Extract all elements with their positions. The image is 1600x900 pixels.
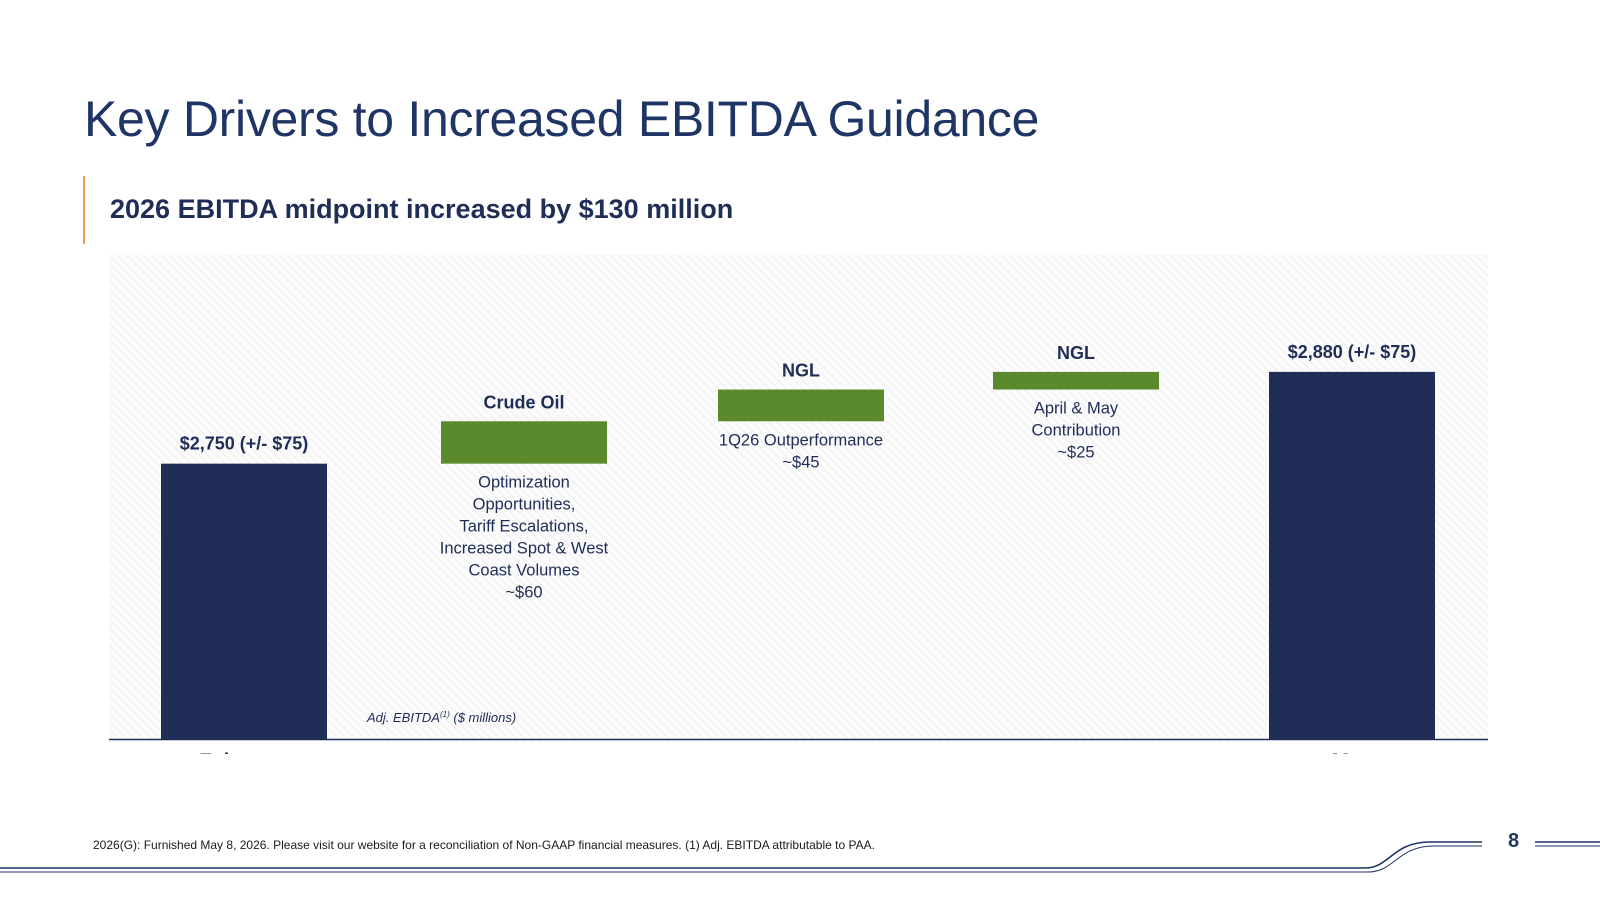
driver-description-label: 1Q26 Outperformance — [719, 431, 883, 449]
driver-header-label: NGL — [782, 361, 820, 381]
driver-description-label: Increased Spot & West — [440, 540, 609, 558]
slide-title: Key Drivers to Increased EBITDA Guidance — [84, 91, 1040, 147]
driver-description-label: Tariff Escalations, — [459, 518, 588, 536]
total-value-label: $2,750 (+/- $75) — [180, 434, 309, 454]
page-number: 8 — [1508, 830, 1520, 852]
total-bar — [1269, 371, 1435, 739]
increase-bar — [718, 389, 884, 422]
x-category-label: May — [1332, 750, 1373, 754]
driver-description-label: Optimization — [478, 474, 570, 492]
driver-header-label: Crude Oil — [483, 392, 564, 412]
total-bar — [161, 463, 327, 739]
chart-canvas: $2,750 (+/- $75)February2026(G)Crude Oil… — [109, 255, 1488, 754]
driver-description-label: ~$25 — [1057, 444, 1094, 462]
waterfall-chart: $2,750 (+/- $75)February2026(G)Crude Oil… — [109, 255, 1488, 754]
driver-description-label: Coast Volumes — [469, 562, 580, 580]
increase-bar — [993, 371, 1159, 390]
driver-description-label: ~$60 — [505, 584, 542, 602]
footnote: 2026(G): Furnished May 8, 2026. Please v… — [93, 838, 875, 852]
driver-header-label: NGL — [1057, 343, 1095, 363]
driver-description-label: Opportunities, — [473, 496, 576, 514]
increase-bar — [441, 421, 607, 464]
x-category-label: February — [199, 750, 289, 754]
driver-description-label: April & May — [1034, 400, 1119, 418]
subtitle-accent-bar — [83, 176, 85, 244]
slide-subtitle: 2026 EBITDA midpoint increased by $130 m… — [110, 194, 734, 224]
driver-description-label: Contribution — [1032, 422, 1121, 440]
driver-description-label: ~$45 — [782, 453, 819, 471]
total-value-label: $2,880 (+/- $75) — [1288, 342, 1417, 362]
axis-caption: Adj. EBITDA(1) ($ millions) — [366, 710, 516, 725]
plot-background — [109, 255, 1488, 739]
